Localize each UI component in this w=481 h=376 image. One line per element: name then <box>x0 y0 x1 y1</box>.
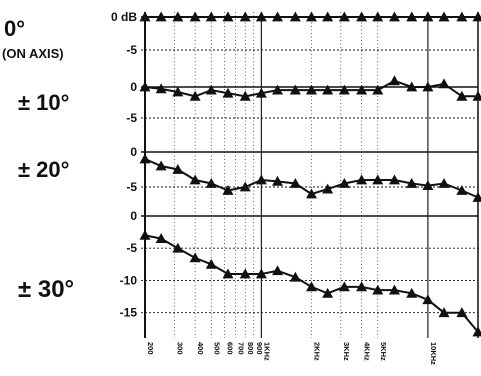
y-tick-label: 0 dB <box>111 10 137 24</box>
data-point-marker <box>439 178 450 188</box>
x-tick-label: 1KHz <box>262 342 271 361</box>
y-tick-label: -10 <box>120 273 138 287</box>
x-tick-label: 5KHz <box>379 342 388 361</box>
x-tick-label: 600 <box>225 342 234 355</box>
data-point-marker <box>140 154 151 164</box>
data-point-marker <box>473 192 481 202</box>
angle-label: ± 10° <box>18 90 69 115</box>
angle-label: 0° <box>4 16 25 41</box>
y-tick-label: -5 <box>126 180 137 194</box>
y-tick-label: -5 <box>126 43 137 57</box>
x-tick-label: 800 <box>246 342 255 355</box>
data-point-marker <box>172 243 183 253</box>
angle-label: ± 20° <box>18 157 69 182</box>
y-tick-label: 0 <box>130 209 137 223</box>
y-tick-label: 0 <box>130 145 137 159</box>
y-tick-label: 0 <box>130 80 137 94</box>
data-point-marker <box>306 281 317 291</box>
data-point-marker <box>272 265 283 275</box>
angle-label: ± 30° <box>18 276 74 303</box>
data-point-marker <box>389 75 400 85</box>
x-tick-label: 10KHz <box>429 342 438 365</box>
data-point-marker <box>156 161 167 171</box>
data-point-marker <box>140 230 151 240</box>
data-point-marker <box>439 78 450 88</box>
y-tick-label: -5 <box>126 241 137 255</box>
x-tick-label: 300 <box>175 342 184 355</box>
y-tick-label: -15 <box>120 306 138 320</box>
x-tick-label: 200 <box>146 342 155 355</box>
data-point-marker <box>206 85 217 95</box>
data-point-marker <box>190 252 201 262</box>
data-point-marker <box>240 182 251 192</box>
x-tick-label: 500 <box>212 342 221 355</box>
y-tick-label: -5 <box>126 111 137 125</box>
x-tick-label: 400 <box>196 342 205 355</box>
x-tick-label: 4KHz <box>363 342 372 361</box>
x-tick-label: 700 <box>237 342 246 355</box>
angle-sublabel: (ON AXIS) <box>2 46 64 61</box>
x-tick-label: 3KHz <box>342 342 351 361</box>
data-point-marker <box>190 175 201 185</box>
x-tick-label: 2KHz <box>313 342 322 361</box>
